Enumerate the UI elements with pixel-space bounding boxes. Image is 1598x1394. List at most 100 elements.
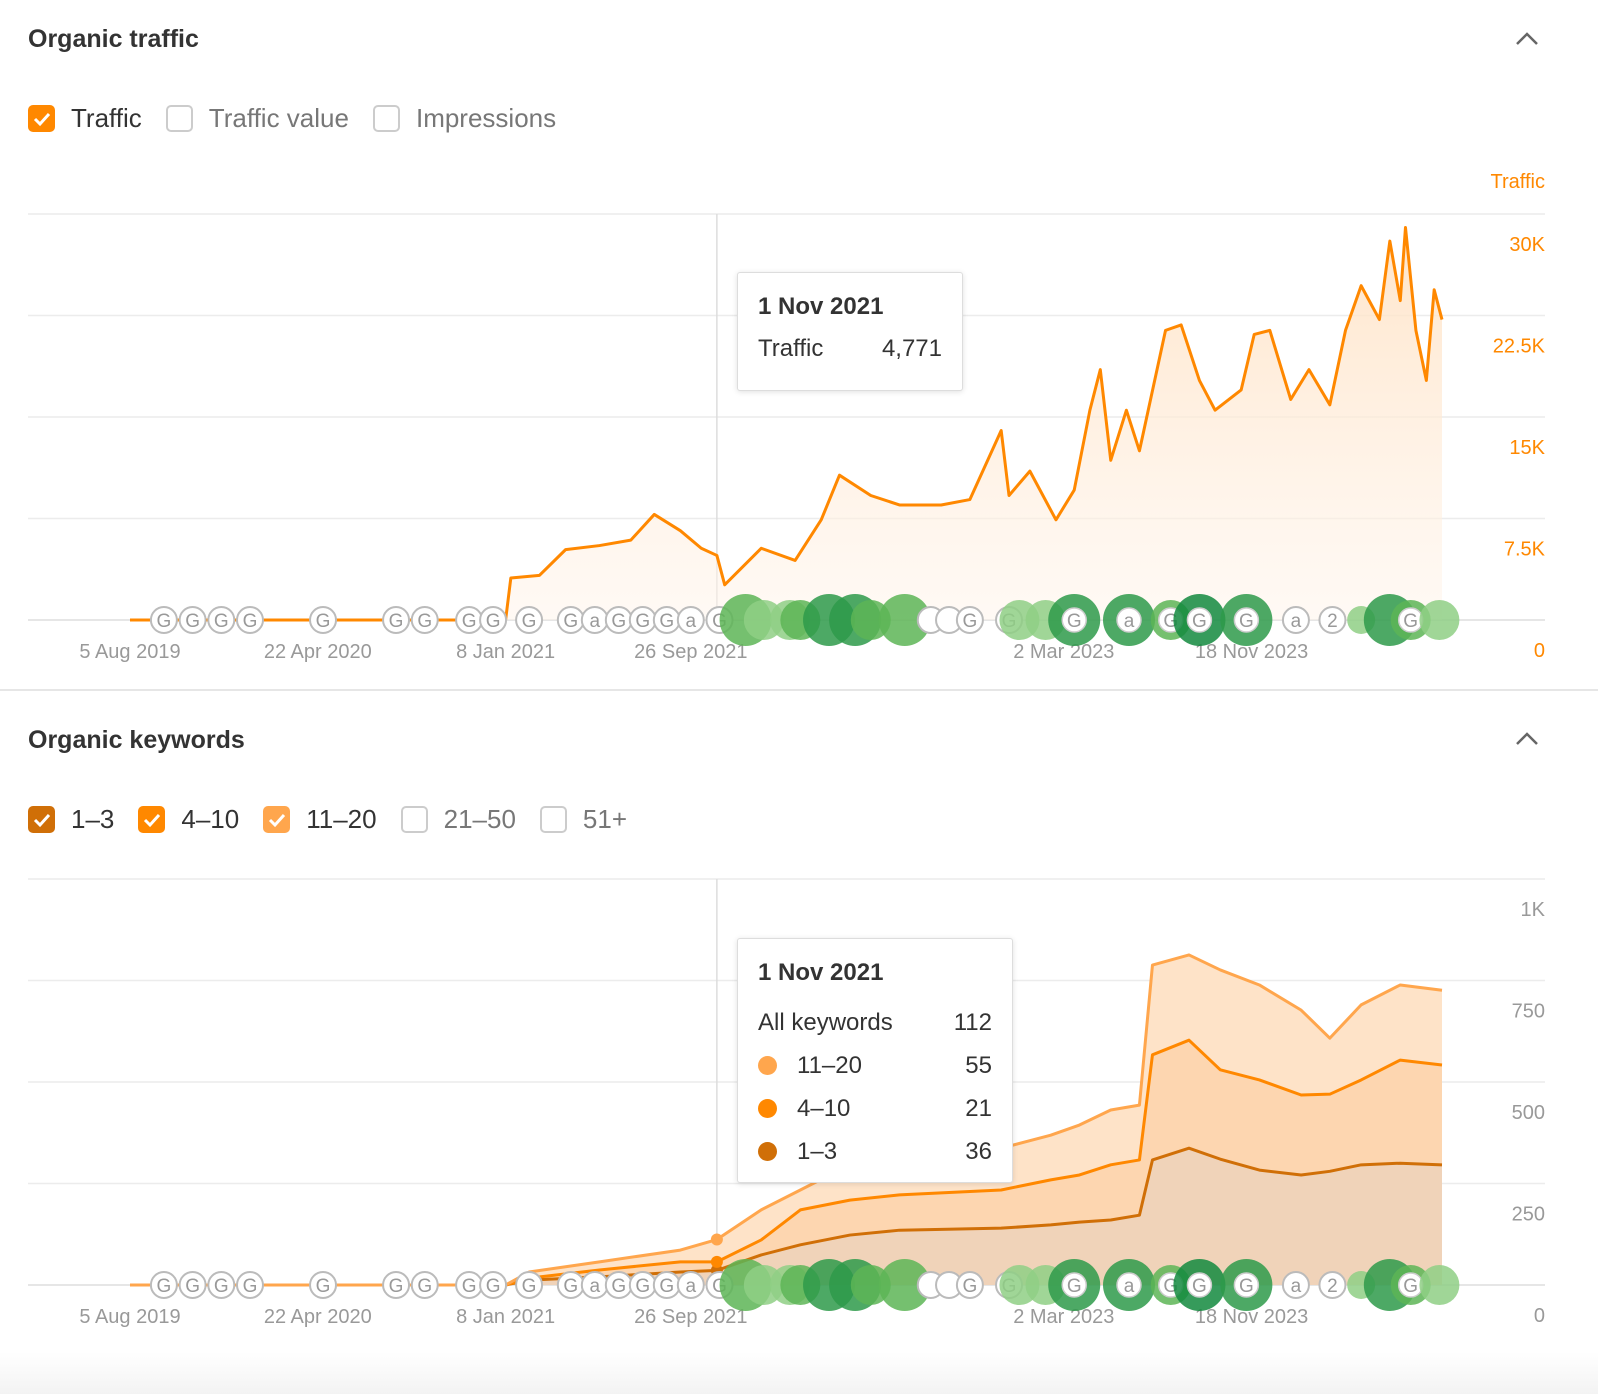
annotation-marker[interactable]: a <box>676 606 705 634</box>
annotation-marker[interactable]: G <box>652 1271 681 1299</box>
annotation-marker[interactable] <box>878 594 931 646</box>
annotation-inner <box>1061 1272 1087 1298</box>
annotation-marker[interactable]: G <box>149 1271 178 1299</box>
annotation-marker[interactable]: G <box>207 606 236 634</box>
annotation-marker[interactable]: a <box>1102 1259 1155 1311</box>
annotation-label: G <box>243 611 258 632</box>
tooltip-value: 112 <box>953 1008 992 1036</box>
annotation-inner <box>1233 607 1260 633</box>
collapse-keywords-chevron-up-icon[interactable] <box>1512 724 1542 754</box>
annotation-marker[interactable]: G <box>604 606 633 634</box>
annotation-marker[interactable]: G <box>652 606 681 634</box>
y-tick-label: 750 <box>1512 1001 1545 1023</box>
annotation-marker[interactable]: G <box>455 606 484 634</box>
x-tick-label: 5 Aug 2019 <box>79 1306 180 1328</box>
annotation-marker[interactable]: a <box>1281 606 1310 634</box>
annotation-marker[interactable]: G <box>1220 594 1273 646</box>
annotation-label: G <box>462 611 477 632</box>
annotation-marker[interactable]: G <box>1173 1259 1226 1311</box>
annotation-marker[interactable]: G <box>1220 1259 1273 1311</box>
area-1–3 <box>130 1148 1442 1285</box>
annotation-marker[interactable]: G <box>604 1271 633 1299</box>
annotation-label: G <box>214 1276 229 1297</box>
annotation-circle <box>676 1271 705 1299</box>
checkbox-traffic[interactable]: Traffic <box>28 103 142 134</box>
tooltip-key: 4–10 <box>758 1095 850 1123</box>
annotation-update-circle <box>878 594 931 646</box>
annotation-marker[interactable]: G <box>479 1271 508 1299</box>
annotation-inner <box>1186 1272 1213 1298</box>
annotation-marker[interactable]: G <box>235 1271 264 1299</box>
annotation-inner <box>1116 1272 1142 1298</box>
annotation-circle <box>149 1271 178 1299</box>
checkbox-label: 1–3 <box>71 804 115 834</box>
tooltip-date: 1 Nov 2021 <box>758 959 884 986</box>
checkbox-11-20[interactable]: 11–20 <box>263 804 377 835</box>
annotation-inner <box>1061 607 1087 633</box>
annotation-marker[interactable]: G <box>1390 1265 1431 1305</box>
annotation-marker[interactable] <box>1419 600 1460 640</box>
y-tick-label: 7.5K <box>1504 539 1546 561</box>
annotation-marker[interactable]: G <box>1173 594 1226 646</box>
annotation-marker[interactable]: G <box>955 606 984 634</box>
annotation-marker[interactable]: G <box>410 1271 439 1299</box>
checkbox-traffic-value[interactable]: Traffic value <box>165 103 349 134</box>
annotation-label: G <box>185 1276 200 1297</box>
annotation-marker[interactable] <box>878 1259 931 1311</box>
annotation-marker[interactable]: G <box>479 606 508 634</box>
annotation-marker[interactable]: G <box>149 606 178 634</box>
annotation-marker[interactable]: a <box>1102 594 1155 646</box>
annotation-marker[interactable]: a <box>580 606 609 634</box>
area-11–20 <box>130 954 1442 1285</box>
annotation-marker[interactable]: G <box>628 606 657 634</box>
annotation-marker[interactable]: 2 <box>1318 1271 1347 1299</box>
annotation-marker[interactable]: G <box>178 606 207 634</box>
checkbox-1-3[interactable]: 1–3 <box>28 804 114 835</box>
annotation-circle <box>515 606 544 634</box>
annotation-marker[interactable]: G <box>309 606 338 634</box>
annotation-marker[interactable]: G <box>410 606 439 634</box>
collapse-traffic-chevron-up-icon[interactable] <box>1512 24 1542 54</box>
annotation-marker[interactable] <box>1419 1265 1460 1305</box>
annotation-marker[interactable]: G <box>955 1271 984 1299</box>
checkbox-4-10[interactable]: 4–10 <box>138 804 239 835</box>
organic-keywords-title: Organic keywords <box>28 726 245 754</box>
traffic-tooltip: 1 Nov 2021 Traffic 4,771 <box>737 272 963 391</box>
annotation-marker[interactable]: G <box>515 1271 544 1299</box>
annotation-circle <box>1318 606 1347 634</box>
y-tick-label: 1K <box>1521 899 1546 921</box>
annotation-marker[interactable]: G <box>235 606 264 634</box>
checkbox-label: Impressions <box>415 103 557 133</box>
annotation-circle <box>178 1271 207 1299</box>
annotation-marker[interactable]: G <box>1048 1259 1101 1311</box>
annotation-marker[interactable]: G <box>556 1271 585 1299</box>
annotation-marker[interactable]: 2 <box>1318 606 1347 634</box>
annotation-marker[interactable]: a <box>1281 1271 1310 1299</box>
annotation-label: a <box>686 1276 697 1297</box>
annotation-marker[interactable]: G <box>1048 594 1101 646</box>
hover-point <box>710 1233 723 1246</box>
checkbox-51-[interactable]: 51+ <box>539 804 627 835</box>
annotation-marker[interactable]: G <box>1390 600 1431 640</box>
tooltip-value: 4,771 <box>881 335 942 362</box>
annotation-marker[interactable]: G <box>455 1271 484 1299</box>
annotation-marker[interactable]: G <box>382 1271 411 1299</box>
tooltip-value: 55 <box>965 1051 992 1079</box>
checkbox-label: Traffic <box>71 103 142 133</box>
annotation-label: G <box>1239 1276 1254 1297</box>
annotation-marker[interactable]: a <box>676 1271 705 1299</box>
annotation-marker[interactable]: G <box>515 606 544 634</box>
annotation-marker[interactable]: G <box>556 606 585 634</box>
checkbox-21-50[interactable]: 21–50 <box>400 804 516 835</box>
x-tick-label: 22 Apr 2020 <box>264 1306 372 1328</box>
annotation-marker[interactable]: G <box>178 1271 207 1299</box>
x-tick-label: 2 Mar 2023 <box>1013 1306 1114 1328</box>
annotation-marker[interactable]: G <box>382 606 411 634</box>
annotation-marker[interactable]: G <box>309 1271 338 1299</box>
chart-1: 0 250 500 750 1K 5 Aug 2019 22 Apr 2020 8 Jan 2… <box>28 878 1546 1328</box>
checkbox-impressions[interactable]: Impressions <box>372 103 557 134</box>
annotation-label: G <box>316 1276 331 1297</box>
annotation-marker[interactable]: G <box>628 1271 657 1299</box>
annotation-marker[interactable]: a <box>580 1271 609 1299</box>
annotation-marker[interactable]: G <box>207 1271 236 1299</box>
